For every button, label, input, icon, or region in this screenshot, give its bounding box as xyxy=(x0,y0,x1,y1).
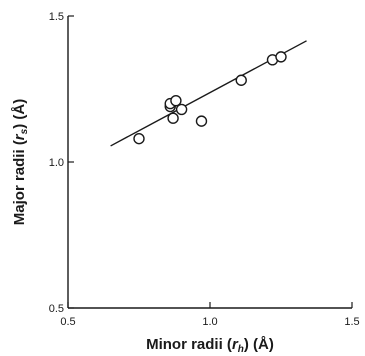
data-point-7 xyxy=(235,74,247,86)
y-axis-title-prefix: Major radii ( xyxy=(11,140,28,225)
data-point-0 xyxy=(133,132,145,145)
data-point-9 xyxy=(275,51,287,63)
y-axis-title-suffix: ) (Å) xyxy=(11,99,28,129)
y-axis-title-symbol: r xyxy=(11,133,28,140)
x-tick-label-0: 0.5 xyxy=(60,316,75,328)
tick-marks xyxy=(67,15,353,309)
y-tick-label-2: 1.5 xyxy=(49,11,64,23)
x-tick-label-2: 1.5 xyxy=(344,316,359,328)
x-axis-title-symbol: r xyxy=(232,336,239,353)
data-point-4 xyxy=(170,94,182,107)
y-tick-label-0: 0.5 xyxy=(49,303,64,315)
x-axis-title: Minor radii (rh) (Å) xyxy=(146,336,274,355)
x-tick-label-1: 1.0 xyxy=(202,316,217,328)
data-point-5 xyxy=(175,103,188,116)
data-point-3 xyxy=(167,112,179,124)
x-axis-title-suffix: ) (Å) xyxy=(244,336,274,353)
x-axis-title-prefix: Minor radii ( xyxy=(146,336,232,353)
y-axis-title-subscript: s xyxy=(19,128,30,134)
y-axis-title: Major radii (rs) (Å) xyxy=(11,99,30,225)
x-axis-title-subscript: h xyxy=(238,344,244,355)
data-point-6 xyxy=(195,115,208,127)
y-tick-label-1: 1.0 xyxy=(49,157,64,169)
data-points xyxy=(133,51,287,145)
